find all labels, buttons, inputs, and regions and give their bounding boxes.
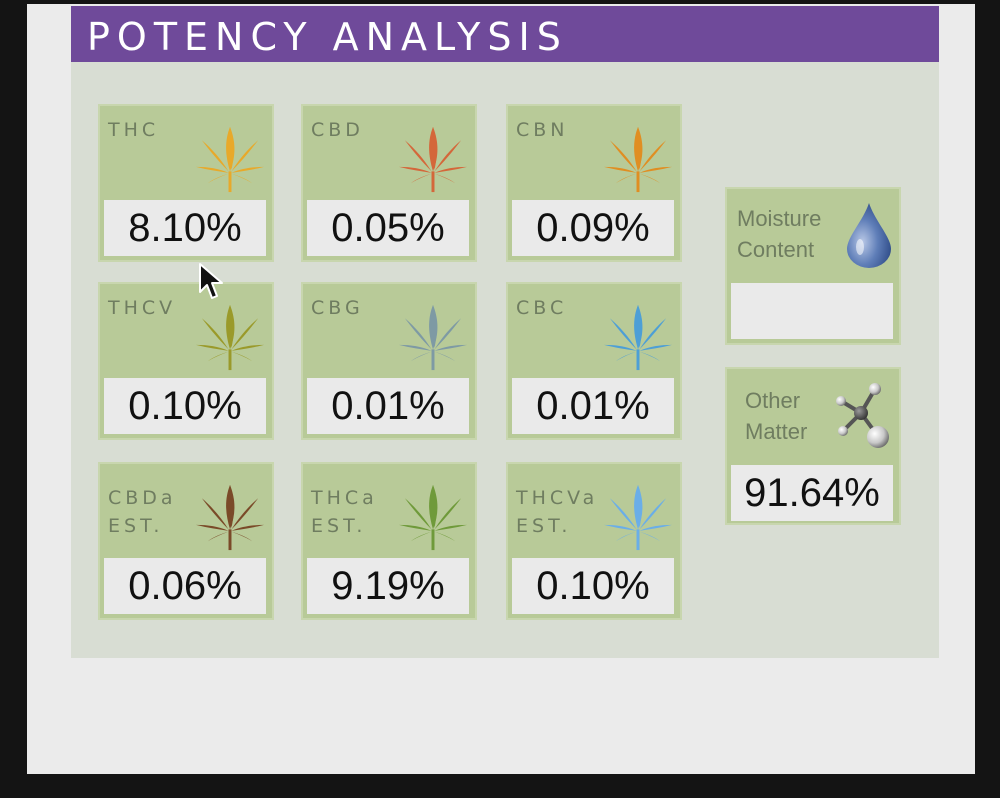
card-label: THCV xyxy=(108,297,177,319)
card-cbc: CBC 0.01% xyxy=(506,282,682,440)
card-thca: THCa EST. 9.19% xyxy=(301,462,477,620)
mouse-cursor-icon xyxy=(199,263,223,299)
card-cbda: CBDa EST. 0.06% xyxy=(98,462,274,620)
card-label: THCa EST. xyxy=(311,487,378,537)
leaf-icon xyxy=(601,122,675,200)
value-display: 0.10% xyxy=(512,558,674,614)
leaf-icon xyxy=(193,122,267,200)
value-display: 0.10% xyxy=(104,378,266,434)
card-label: CBG xyxy=(311,297,364,319)
card-thcva: THCVa EST. 0.10% xyxy=(506,462,682,620)
leaf-icon xyxy=(193,480,267,558)
potency-panel: POTENCY ANALYSIS THC 8.10% CBD 0.05% CBN… xyxy=(71,6,939,658)
page-title: POTENCY ANALYSIS xyxy=(87,15,568,59)
moisture-value xyxy=(731,283,893,339)
card-cbd: CBD 0.05% xyxy=(301,104,477,262)
card-thc: THC 8.10% xyxy=(98,104,274,262)
card-cbn: CBN 0.09% xyxy=(506,104,682,262)
card-label: CBC xyxy=(516,297,568,319)
card-label: THC xyxy=(108,119,160,141)
card-label: CBDa EST. xyxy=(108,487,177,537)
leaf-icon xyxy=(396,122,470,200)
card-label: CBN xyxy=(516,119,569,141)
value-display: 0.01% xyxy=(512,378,674,434)
leaf-icon xyxy=(396,300,470,378)
screen: POTENCY ANALYSIS THC 8.10% CBD 0.05% CBN… xyxy=(27,4,975,774)
value-display: 0.09% xyxy=(512,200,674,256)
water-drop-icon xyxy=(847,203,891,268)
leaf-icon xyxy=(601,300,675,378)
leaf-icon xyxy=(601,480,675,558)
leaf-icon xyxy=(396,480,470,558)
value-display: 0.05% xyxy=(307,200,469,256)
card-label: Moisture Content xyxy=(737,206,822,262)
value-display: 9.19% xyxy=(307,558,469,614)
value-display: 0.01% xyxy=(307,378,469,434)
value-display: 8.10% xyxy=(104,200,266,256)
card-moisture: Moisture Content xyxy=(725,187,901,345)
value-display: 0.06% xyxy=(104,558,266,614)
card-label: THCVa EST. xyxy=(516,487,599,537)
card-cbg: CBG 0.01% xyxy=(301,282,477,440)
card-label: Other Matter xyxy=(745,388,808,444)
leaf-icon xyxy=(193,300,267,378)
molecule-icon xyxy=(836,383,889,448)
card-thcv: THCV 0.10% xyxy=(98,282,274,440)
header-bar: POTENCY ANALYSIS xyxy=(71,6,939,62)
card-other-matter: Other Matter xyxy=(725,367,901,525)
other-matter-value: 91.64% xyxy=(731,465,893,521)
card-label: CBD xyxy=(311,119,364,141)
